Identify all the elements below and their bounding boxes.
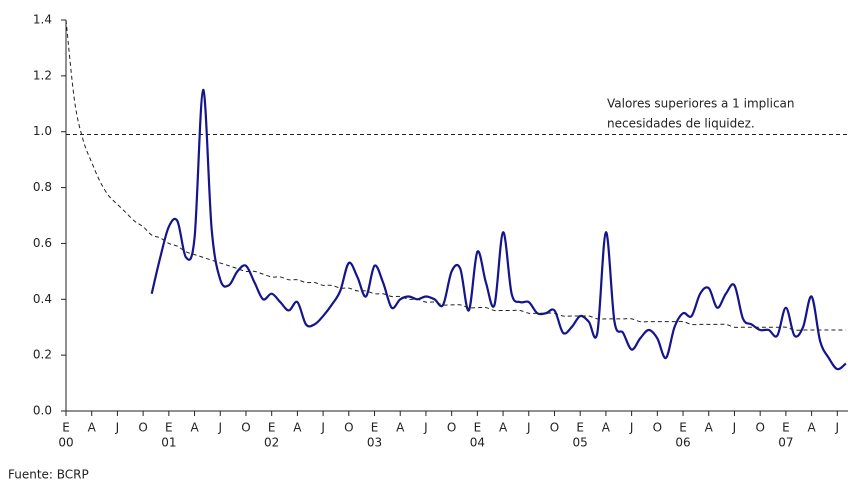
x-tick-label: E xyxy=(474,421,482,435)
x-tick-label: J xyxy=(629,421,634,435)
x-tick-label: O xyxy=(653,421,662,435)
x-tick-label: A xyxy=(499,421,508,435)
x-tick-label: O xyxy=(447,421,456,435)
source: Fuente: BCRP xyxy=(8,468,89,482)
x-tick-label: O xyxy=(755,421,764,435)
x-group-label: 00 xyxy=(58,436,73,450)
y-tick-label: 0.6 xyxy=(33,236,52,250)
x-group-label: 04 xyxy=(470,436,485,450)
x-tick-label: A xyxy=(807,421,816,435)
x-tick-label: J xyxy=(526,421,531,435)
series-line xyxy=(65,19,846,331)
x-tick-label: A xyxy=(293,421,302,435)
x-tick-label: A xyxy=(705,421,714,435)
x-tick-label: E xyxy=(165,421,173,435)
x-tick-label: E xyxy=(371,421,379,435)
x-tick-label: O xyxy=(344,421,353,435)
x-tick-label: O xyxy=(138,421,147,435)
x-group-label: 07 xyxy=(778,436,793,450)
x-group-label: 05 xyxy=(573,436,588,450)
x-tick-label: A xyxy=(396,421,405,435)
series-line xyxy=(150,88,847,371)
y-tick-label: 0.2 xyxy=(33,348,52,362)
y-tick-label: 0.0 xyxy=(33,404,52,418)
x-group-label: 01 xyxy=(161,436,176,450)
x-tick-label: E xyxy=(268,421,276,435)
x-tick-label: J xyxy=(732,421,737,435)
x-tick-label: J xyxy=(423,421,428,435)
y-tick-label: 1.0 xyxy=(33,124,52,138)
x-group-label: 02 xyxy=(264,436,279,450)
x-tick-label: J xyxy=(320,421,325,435)
x-tick-label: J xyxy=(835,421,840,435)
x-tick-label: E xyxy=(679,421,687,435)
x-tick-label: J xyxy=(115,421,120,435)
x-tick-label: O xyxy=(241,421,250,435)
annotation: Valores superiores a 1 implican xyxy=(607,97,795,111)
y-tick-label: 1.4 xyxy=(33,13,52,27)
x-tick-label: E xyxy=(62,421,70,435)
x-tick-label: A xyxy=(190,421,199,435)
annotation: necesidades de liquidez. xyxy=(607,117,755,131)
y-tick-label: 0.8 xyxy=(33,180,52,194)
y-tick-label: 1.2 xyxy=(33,68,52,82)
x-tick-label: E xyxy=(576,421,584,435)
x-tick-label: J xyxy=(217,421,222,435)
y-tick-label: 0.4 xyxy=(33,292,52,306)
x-group-label: 03 xyxy=(367,436,382,450)
x-tick-label: A xyxy=(602,421,611,435)
x-tick-label: A xyxy=(88,421,97,435)
x-tick-label: E xyxy=(782,421,790,435)
x-tick-label: O xyxy=(550,421,559,435)
x-group-label: 06 xyxy=(675,436,690,450)
